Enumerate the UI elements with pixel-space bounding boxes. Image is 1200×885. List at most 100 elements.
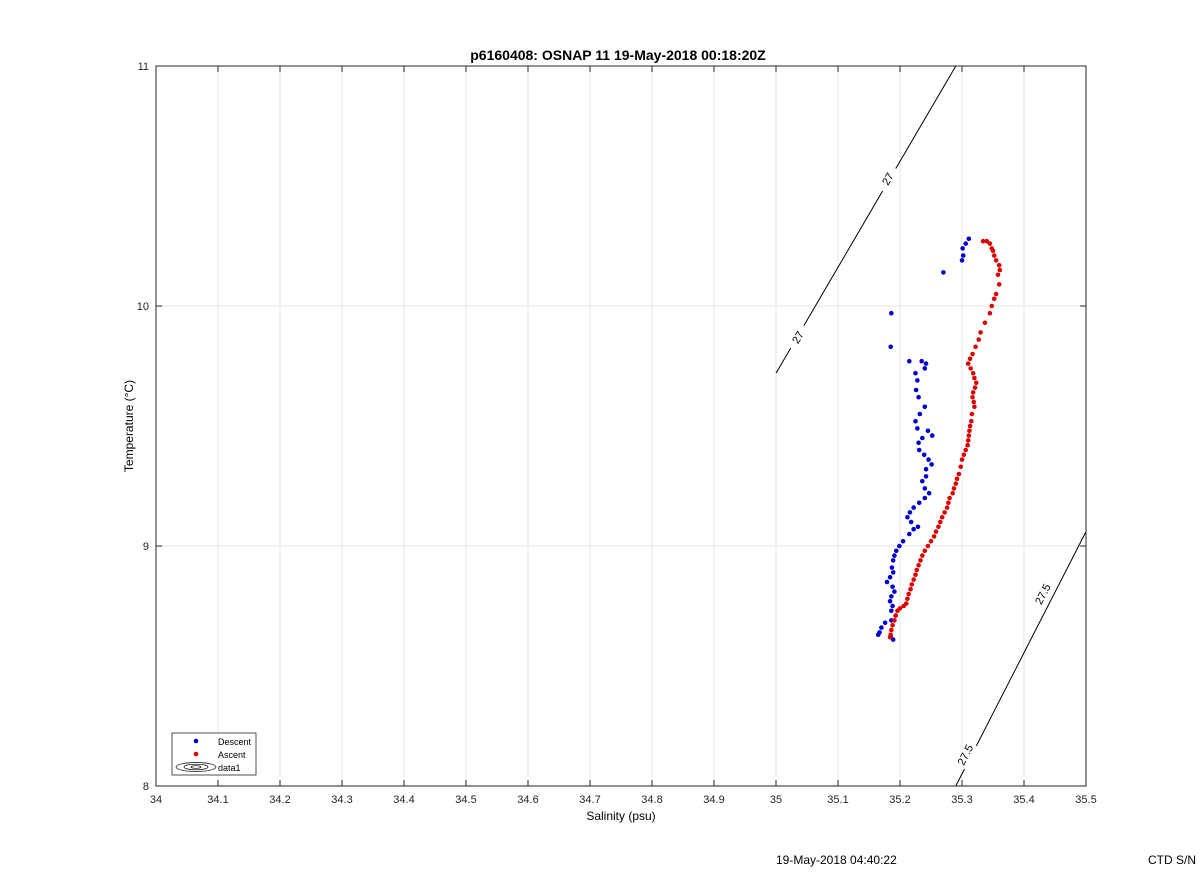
x-tick-label: 34.9 [703,794,724,806]
descent-point [941,270,946,275]
descent-point [911,505,916,510]
descent-point [882,620,888,626]
ascent-point [995,272,1001,278]
x-tick-label: 34.6 [517,794,538,806]
x-tick-label: 35.1 [827,794,848,806]
ascent-point [963,447,969,453]
y-tick-label: 11 [138,61,149,73]
ascent-point [993,258,999,263]
isopycnal-label-bg [874,164,901,194]
descent-point [888,344,893,350]
descent-point [916,394,921,400]
descent-point [913,370,918,376]
x-tick-label: 34 [150,794,162,806]
ascent-point [965,438,971,443]
ascent-point [946,500,951,506]
descent-point [911,526,916,532]
y-tick-label: 8 [143,781,149,793]
ascent-point [942,510,947,515]
ascent-point [972,375,977,381]
descent-point [907,358,912,364]
descent-point [921,452,927,458]
x-tick-label: 35.3 [951,794,972,806]
ascent-point [978,330,983,335]
x-tick-label: 34.4 [393,794,414,806]
ascent-point [922,548,928,554]
isopycnal-line [955,531,1087,787]
axes-frame [155,65,1087,787]
ascent-point [967,428,972,434]
ascent-point [947,495,952,501]
descent-point [907,510,913,515]
ascent-point [965,442,970,448]
x-tick-label: 34.1 [207,794,228,806]
ascent-point [996,282,1002,287]
ascent-point [890,622,895,628]
descent-point [923,474,929,479]
isopycnal-label-bg [785,322,811,352]
ascent-point [961,452,967,458]
ascent-point [997,267,1003,273]
descent-point [917,411,923,417]
descent-point [960,246,965,251]
x-axis-label: Salinity (psu) [586,809,655,823]
ascent-point [918,558,923,563]
chart-title: p6160408: OSNAP 11 19-May-2018 00:18:20Z [470,47,766,63]
descent-point [889,608,894,614]
ascent-point [908,586,913,592]
descent-point [920,435,925,441]
descent-point [890,603,895,609]
descent-point [915,524,921,530]
x-tick-label: 34.8 [641,794,662,806]
descent-point [966,236,972,242]
y-axis-label: Temperature (°C) [122,380,136,472]
descent-point [916,447,922,453]
x-tick-label: 35.5 [1075,794,1096,806]
descent-point [900,538,906,544]
ascent-point [972,404,977,410]
descent-point [916,500,922,506]
ascent-point [913,572,918,578]
ascent-point [953,481,959,486]
descent-point [916,440,921,446]
data-points [876,236,1003,642]
ascent-point [887,634,893,640]
ascent-point [972,385,978,390]
ascent-point [954,476,960,482]
ascent-point [936,524,941,530]
ascent-point [909,582,915,587]
ascent-point [944,505,950,510]
ascent-point [970,351,975,357]
ascent-point [984,238,990,244]
ascent-point [928,538,934,544]
descent-point [915,426,920,431]
descent-point [908,519,914,525]
x-tick-label: 34.7 [579,794,600,806]
descent-point [913,387,919,393]
ascent-point [956,471,962,477]
ascent-point [905,596,910,602]
ascent-point [939,514,945,520]
descent-point [926,490,932,496]
descent-point [890,570,896,575]
descent-point [922,366,928,371]
descent-point [922,404,928,410]
descent-point [887,574,893,580]
legend-ascent-marker [193,751,199,757]
footer-timestamp: 19-May-2018 04:40:22 [776,853,897,867]
ascent-point [906,591,911,597]
ascent-point [893,613,898,618]
ascent-point [931,534,937,539]
descent-point [922,486,928,491]
descent-point [915,378,920,383]
ascent-point [901,603,907,609]
x-tick-label: 35.4 [1013,794,1034,806]
ascent-point [933,529,939,534]
ascent-point [969,418,974,424]
ascent-point [895,608,900,614]
x-tick-label: 34.5 [455,794,476,806]
ascent-point [965,361,971,366]
ascent-point [996,262,1002,268]
